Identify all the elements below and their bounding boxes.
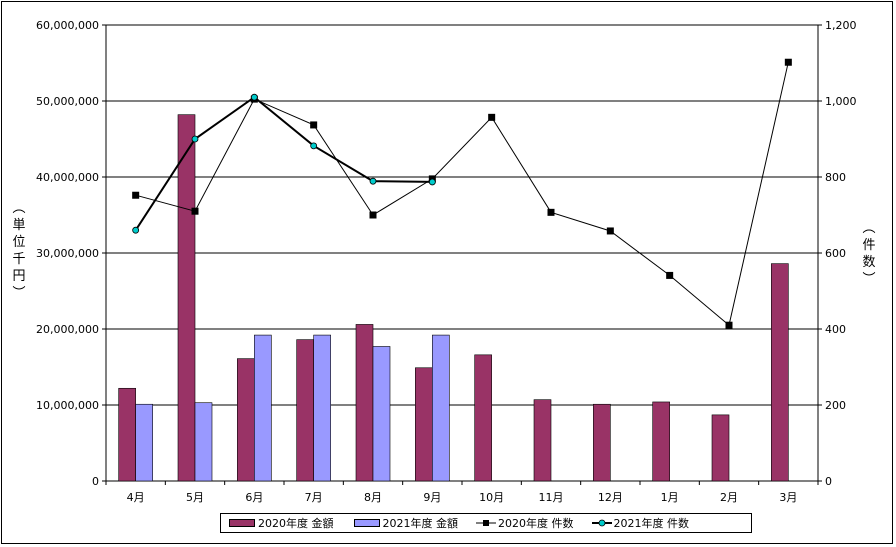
- legend-symbol-2021-count: [591, 519, 612, 527]
- bar-2020-amount: [711, 414, 730, 482]
- right-tick-label: 800: [825, 171, 846, 184]
- x-tick-label: 9月: [423, 491, 441, 504]
- x-tick-label: 1月: [661, 491, 679, 504]
- legend-symbol-2020-count: [476, 520, 496, 526]
- point-2021-count: [132, 226, 140, 234]
- x-tick-label: 6月: [245, 491, 263, 504]
- line-2020-count: [135, 62, 789, 327]
- bar-2021-amount: [313, 334, 331, 482]
- x-tick-label: 8月: [364, 491, 382, 504]
- legend-item-2020-amount: 2020年度 金額: [229, 515, 334, 531]
- bar-2020-amount: [296, 339, 314, 482]
- point-2020-count: [488, 113, 496, 121]
- legend-label-2020-count: 2020年度 件数: [498, 517, 574, 530]
- right-tick-label: 0: [825, 475, 832, 488]
- bar-2020-amount: [355, 324, 374, 482]
- legend-swatch-2021-amount: [353, 519, 380, 527]
- x-tick-label: 10月: [479, 491, 504, 504]
- legend-swatch-2020-amount: [229, 519, 255, 527]
- legend-label-2021-count: 2021年度 件数: [613, 517, 690, 530]
- right-axis-char-2: 数: [862, 255, 876, 270]
- right-axis-paren-open: ︵: [862, 221, 876, 236]
- x-tick-label: 5月: [186, 491, 204, 504]
- bar-2020-amount: [415, 367, 433, 482]
- right-tick-label: 1,000: [825, 95, 857, 108]
- left-tick-label: 10,000,000: [36, 399, 99, 412]
- bar-2020-amount: [177, 114, 196, 482]
- x-tick-label: 2月: [720, 491, 738, 504]
- point-2020-count: [666, 271, 674, 279]
- bar-2021-amount: [372, 346, 391, 482]
- left-axis-char-1: 単: [12, 218, 26, 233]
- left-tick-label: 60,000,000: [36, 19, 99, 32]
- right-axis-char-1: 件: [862, 238, 876, 253]
- legend-item-2021-amount: 2021年度 金額: [353, 515, 459, 531]
- bar-2021-amount: [135, 403, 153, 482]
- bar-2021-amount: [432, 334, 450, 482]
- point-2020-count: [606, 227, 614, 235]
- left-axis-char-3: 千: [12, 252, 26, 267]
- point-2021-count: [191, 135, 199, 143]
- chart-legend: 2020年度 金額 2021年度 金額 2020年度 件数 2021年度 件数: [220, 513, 752, 533]
- left-tick-label: 20,000,000: [36, 323, 99, 336]
- legend-item-2021-count: 2021年度 件数: [591, 515, 690, 531]
- bar-2020-amount: [652, 401, 670, 482]
- bar-2021-amount: [194, 402, 213, 482]
- point-2020-count: [784, 58, 792, 66]
- point-2020-count: [191, 207, 199, 215]
- point-2020-count: [547, 208, 555, 216]
- point-2020-count: [725, 321, 733, 329]
- left-axis-char-2: 位: [12, 235, 26, 250]
- left-tick-label: 0: [92, 475, 99, 488]
- bar-2020-amount: [771, 263, 789, 482]
- point-2020-count: [132, 191, 140, 199]
- legend-item-2020-count: 2020年度 件数: [476, 515, 574, 531]
- right-tick-label: 200: [825, 399, 846, 412]
- legend-label-2021-amount: 2021年度 金額: [382, 517, 459, 530]
- point-2020-count: [369, 211, 377, 219]
- left-tick-label: 40,000,000: [36, 171, 99, 184]
- point-2021-count: [369, 177, 377, 185]
- point-2021-count: [250, 93, 258, 101]
- left-axis-paren-open: ︵: [12, 201, 26, 216]
- right-tick-label: 600: [825, 247, 846, 260]
- line-2021-count: [134, 95, 433, 231]
- right-axis-title: ︵ 件 数 ︶: [862, 220, 876, 288]
- bar-2021-amount: [254, 334, 272, 482]
- x-tick-label: 11月: [539, 491, 564, 504]
- x-tick-label: 4月: [127, 491, 145, 504]
- x-tick-label: 12月: [598, 491, 623, 504]
- bar-2020-amount: [533, 399, 552, 482]
- left-tick-label: 50,000,000: [36, 95, 99, 108]
- legend-label-2020-amount: 2020年度 金額: [258, 517, 334, 530]
- bar-2020-amount: [118, 387, 136, 482]
- bar-2020-amount: [474, 354, 492, 482]
- x-tick-label: 7月: [305, 491, 323, 504]
- right-axis-paren-close: ︶: [862, 272, 876, 287]
- left-axis-title: ︵ 単 位 千 円 ︶: [12, 200, 26, 302]
- left-axis-char-4: 円: [12, 269, 26, 284]
- bar-2020-amount: [593, 403, 611, 482]
- point-2020-count: [310, 121, 318, 129]
- left-tick-label: 30,000,000: [36, 247, 99, 260]
- left-axis-paren-close: ︶: [12, 286, 26, 301]
- right-tick-label: 400: [825, 323, 846, 336]
- x-tick-label: 3月: [779, 491, 797, 504]
- right-tick-label: 1,200: [825, 19, 857, 32]
- point-2021-count: [428, 178, 436, 186]
- point-2021-count: [310, 142, 318, 150]
- bar-2020-amount: [237, 358, 255, 482]
